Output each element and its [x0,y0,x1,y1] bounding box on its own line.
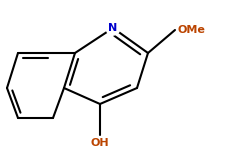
Circle shape [106,21,120,35]
Text: OMe: OMe [177,25,205,35]
Text: OH: OH [91,138,109,148]
Text: N: N [108,23,118,33]
